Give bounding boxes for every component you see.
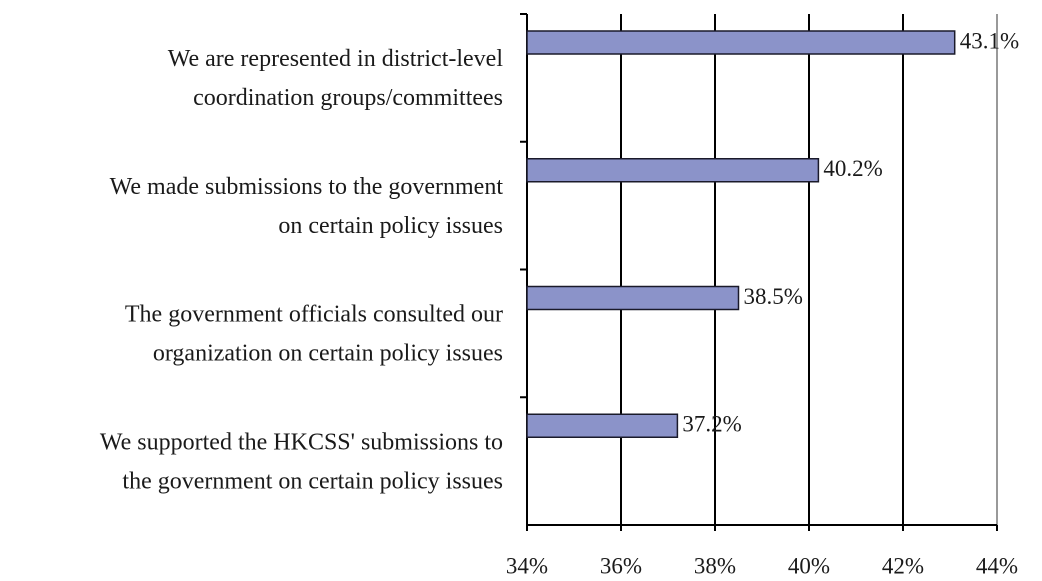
category-label: We are represented in district-level coor… — [168, 46, 504, 111]
category-label: We supported the HKCSS' submissions to th… — [100, 429, 503, 494]
x-tick-label: 40% — [788, 553, 830, 578]
x-tick-label: 42% — [882, 553, 924, 578]
x-tick-label: 44% — [976, 553, 1018, 578]
bar — [526, 30, 956, 55]
category-label: We made submissions to the government on … — [110, 173, 504, 238]
bar — [526, 413, 679, 438]
value-label: 43.1% — [960, 28, 1019, 53]
value-label: 37.2% — [682, 412, 741, 437]
value-label: 38.5% — [744, 284, 803, 309]
x-tick-label: 38% — [694, 553, 736, 578]
bar — [526, 285, 740, 311]
value-label: 40.2% — [823, 156, 882, 181]
x-tick-label: 34% — [506, 553, 548, 578]
bar — [526, 158, 820, 183]
x-tick-label: 36% — [600, 553, 642, 578]
category-label: The government officials consulted our or… — [125, 301, 503, 366]
